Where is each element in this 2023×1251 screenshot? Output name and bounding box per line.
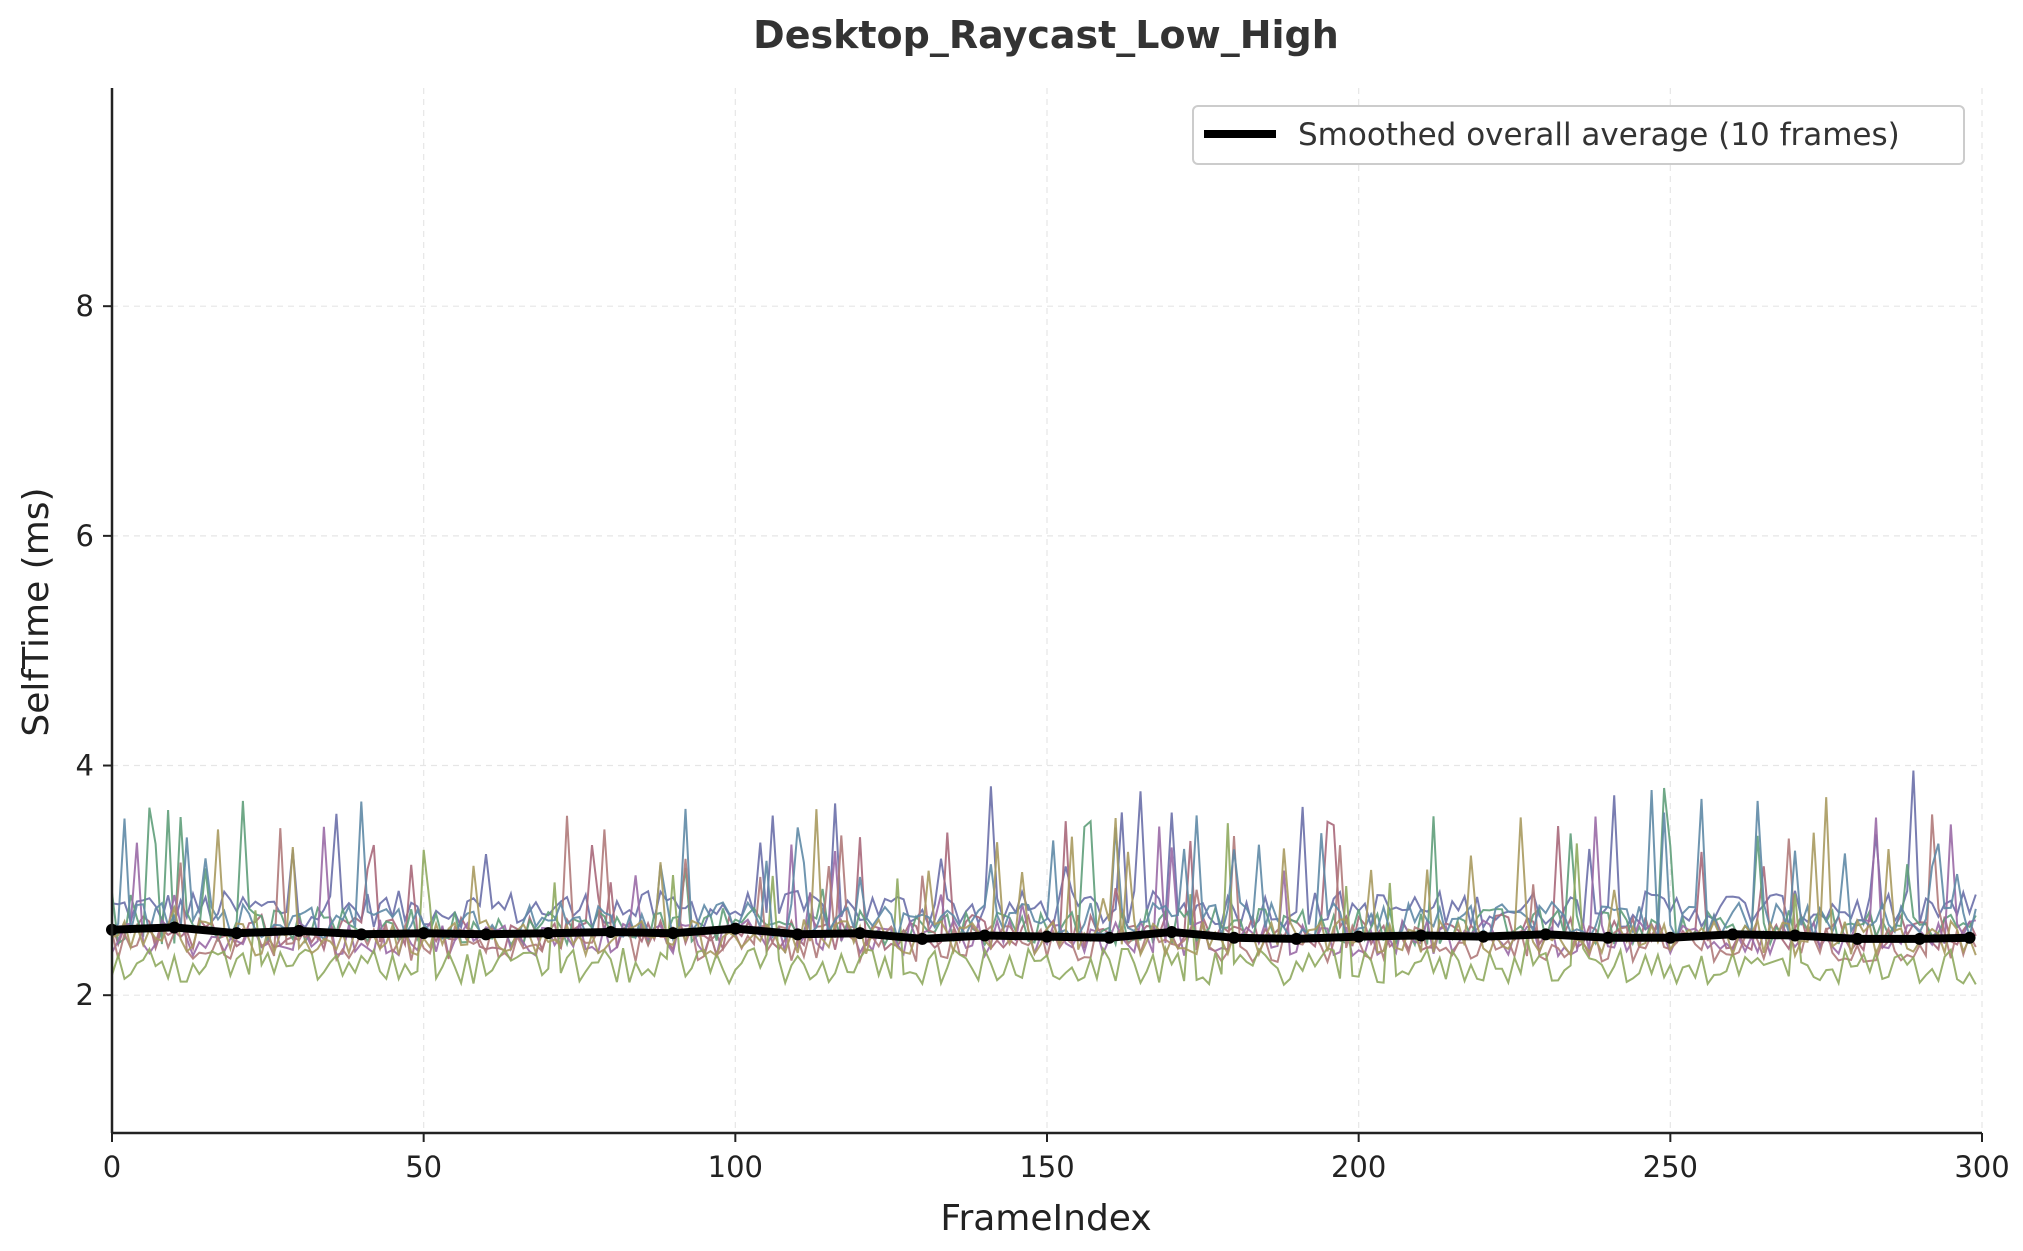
average-series-point	[1726, 928, 1739, 941]
average-series-point	[417, 927, 430, 940]
average-series-point	[1851, 932, 1864, 945]
background-series-group	[111, 770, 1977, 987]
average-series-point	[1539, 928, 1552, 941]
chart-title: Desktop_Raycast_Low_High	[753, 13, 1339, 57]
average-series-point	[854, 927, 866, 940]
average-series-point	[1913, 932, 1926, 945]
average-series-point	[1477, 930, 1490, 943]
x-tick-label: 0	[103, 1150, 121, 1184]
average-series-point	[1415, 929, 1427, 942]
x-tick-label: 300	[1954, 1150, 2009, 1184]
average-series-point	[1664, 931, 1677, 944]
x-axis-ticks: 0 50 100 150 200 250 300	[103, 1133, 2010, 1184]
legend-label-average: Smoothed overall average (10 frames)	[1298, 117, 1900, 153]
average-series-point	[293, 924, 305, 937]
average-series-point	[791, 928, 804, 941]
y-tick-label: 2	[76, 978, 94, 1012]
average-series-point	[1290, 932, 1303, 945]
average-series-point	[978, 929, 991, 942]
grid-lines	[111, 88, 1983, 1133]
average-series-point	[168, 921, 181, 934]
x-tick-label: 200	[1331, 1150, 1386, 1184]
average-series-point	[1165, 926, 1178, 939]
background-series-line	[111, 823, 1977, 987]
average-series-point	[1963, 931, 1976, 944]
average-series-point	[1103, 931, 1116, 944]
x-axis-label: FrameIndex	[940, 1198, 1151, 1239]
y-axis-label: SelfTime (ms)	[16, 487, 57, 736]
legend: Smoothed overall average (10 frames)	[1192, 105, 1965, 165]
background-series-line	[111, 814, 1977, 965]
y-tick-label: 4	[76, 749, 94, 783]
average-series-point	[604, 926, 617, 939]
average-series-point	[1789, 929, 1801, 942]
x-tick-label: 50	[405, 1150, 442, 1184]
average-series-point	[729, 922, 742, 935]
average-series-point	[667, 927, 679, 940]
average-series-point	[1228, 931, 1240, 944]
average-series-group	[106, 921, 1976, 945]
average-series-point	[1602, 931, 1614, 944]
x-tick-label: 250	[1643, 1150, 1698, 1184]
average-series-point	[916, 932, 929, 945]
y-axis-ticks: 2 4 6 8	[76, 289, 112, 1012]
y-tick-label: 8	[76, 289, 94, 323]
x-tick-label: 150	[1019, 1150, 1074, 1184]
average-series-point	[542, 927, 555, 940]
average-series-point	[1041, 930, 1053, 943]
y-tick-label: 6	[76, 519, 94, 553]
average-series-point	[230, 927, 243, 940]
legend-box	[1192, 105, 1965, 165]
average-series-point	[355, 928, 368, 941]
x-tick-label: 100	[708, 1150, 763, 1184]
average-series-point	[480, 928, 492, 941]
average-series-point	[1352, 930, 1365, 943]
background-series-line	[111, 790, 1977, 942]
